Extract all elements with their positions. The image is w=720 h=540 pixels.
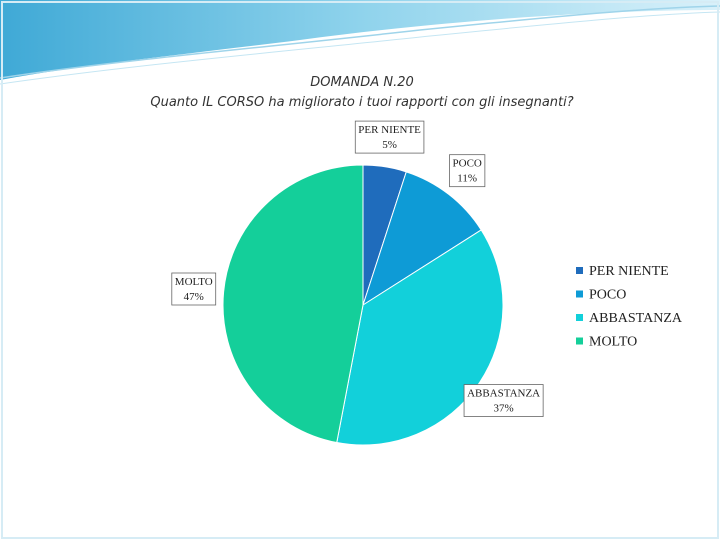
legend-swatch [576, 337, 583, 345]
label-category: ABBASTANZA [467, 388, 540, 400]
legend-swatch [576, 267, 583, 274]
label-value: 5% [382, 139, 397, 151]
wave-line [0, 11, 720, 85]
legend-swatch [576, 290, 583, 298]
label-value: 37% [494, 403, 514, 415]
data-label: POCO 11% [449, 154, 486, 188]
label-box [354, 120, 425, 154]
legend-label: PER NIENTE [589, 264, 669, 279]
label-box [463, 384, 544, 417]
label-value: 47% [184, 291, 204, 303]
legend-label: POCO [589, 288, 626, 303]
chart-subtitle: Quanto IL CORSO ha migliorato i tuoi rap… [150, 95, 573, 110]
data-label: MOLTO 47% [171, 272, 217, 306]
data-label: PER NIENTE 5% [354, 120, 425, 154]
label-box [171, 272, 217, 306]
pie-slice [336, 229, 504, 446]
label-category: PER NIENTE [358, 124, 421, 136]
label-value: 11% [457, 173, 477, 185]
pie-slice [362, 171, 482, 307]
label-category: POCO [453, 158, 482, 170]
label-box [449, 154, 486, 188]
legend-swatch [576, 314, 583, 321]
wave-line [0, 5, 720, 79]
header-wave [0, 0, 720, 80]
label-category: MOLTO [175, 276, 213, 288]
legend-label: MOLTO [589, 335, 637, 350]
pie-slice [222, 164, 364, 444]
legend-label: ABBASTANZA [589, 311, 683, 326]
chart-title: DOMANDA N.20 [310, 75, 414, 90]
data-label: ABBASTANZA 37% [463, 384, 544, 417]
